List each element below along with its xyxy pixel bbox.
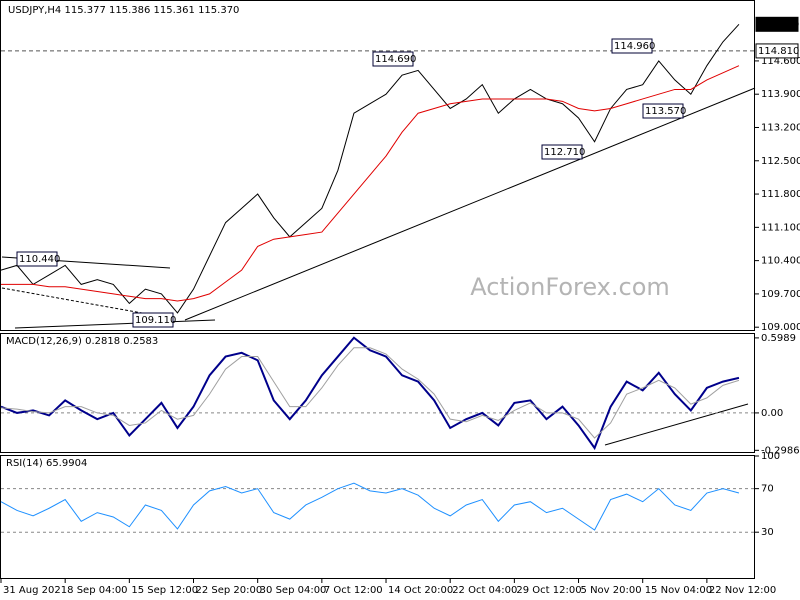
y-tick-label: 111.800 bbox=[761, 189, 800, 200]
y-tick-label: 70 bbox=[761, 484, 774, 495]
trend-line bbox=[184, 87, 756, 321]
annotation: 112.710 bbox=[544, 147, 585, 158]
annotation: 114.690 bbox=[375, 54, 416, 65]
series-line bbox=[0, 336, 740, 451]
x-tick-label: 15 Nov 04:00 bbox=[645, 585, 712, 596]
y-tick-label: 113.200 bbox=[761, 122, 800, 133]
annotation: 114.960 bbox=[614, 41, 655, 52]
x-tick-label: 14 Oct 20:00 bbox=[388, 585, 453, 596]
watermark: ActionForex.com bbox=[470, 273, 670, 301]
series-line bbox=[0, 347, 740, 439]
y-tick-label: 112.500 bbox=[761, 156, 800, 167]
annotation-box bbox=[611, 38, 653, 54]
annotation-box bbox=[16, 251, 58, 267]
rsi-panel bbox=[0, 455, 755, 579]
series-line bbox=[0, 23, 740, 314]
price-label: 115.370 bbox=[758, 19, 799, 30]
annotation: 110.440 bbox=[19, 254, 60, 265]
chart-title: USDJPY,H4 115.377 115.386 115.361 115.37… bbox=[8, 5, 239, 16]
y-tick-label: 100 bbox=[761, 451, 780, 462]
series-line bbox=[1, 65, 740, 302]
x-tick-label: 8 Sep 04:00 bbox=[67, 585, 127, 596]
price-label-box bbox=[755, 16, 799, 32]
rsi-title: RSI(14) 65.9904 bbox=[6, 458, 87, 469]
annotation-box bbox=[372, 51, 414, 67]
annotation-box bbox=[642, 103, 684, 119]
annotation-box bbox=[132, 312, 174, 328]
annotation: 109.110 bbox=[135, 315, 176, 326]
y-tick-label: 0.00 bbox=[761, 408, 783, 419]
y-tick-label: 30 bbox=[761, 527, 774, 538]
y-tick-label: 0.5989 bbox=[761, 333, 796, 344]
y-tick-label: 109.700 bbox=[761, 289, 800, 300]
y-tick-label: 111.100 bbox=[761, 222, 800, 233]
x-tick-label: 29 Oct 12:00 bbox=[516, 585, 581, 596]
x-tick-label: 31 Aug 2021 bbox=[3, 585, 67, 596]
x-tick-label: 15 Sep 12:00 bbox=[131, 585, 198, 596]
x-tick-label: 22 Sep 20:00 bbox=[196, 585, 263, 596]
x-tick-label: 5 Nov 20:00 bbox=[581, 585, 642, 596]
y-tick-label: 113.900 bbox=[761, 89, 800, 100]
price-label-box bbox=[755, 43, 799, 59]
trend-line bbox=[604, 403, 749, 446]
x-tick-label: 7 Oct 12:00 bbox=[324, 585, 383, 596]
x-tick-label: 30 Sep 04:00 bbox=[260, 585, 327, 596]
y-tick-label: 114.600 bbox=[761, 56, 800, 67]
macd-title: MACD(12,26,9) 0.2818 0.2583 bbox=[6, 336, 158, 347]
series-line bbox=[0, 482, 740, 531]
macd-panel bbox=[0, 333, 755, 453]
annotation: 113.570 bbox=[645, 106, 686, 117]
price-label: 114.810 bbox=[758, 46, 799, 57]
x-tick-label: 22 Nov 12:00 bbox=[709, 585, 776, 596]
x-tick-label: 22 Oct 04:00 bbox=[452, 585, 517, 596]
annotation-box bbox=[541, 144, 583, 160]
y-tick-label: -0.2986 bbox=[761, 445, 800, 456]
price-panel bbox=[0, 0, 755, 331]
trend-line bbox=[14, 319, 216, 329]
y-tick-label: 109.000 bbox=[761, 322, 800, 333]
y-tick-label: 110.400 bbox=[761, 256, 800, 267]
